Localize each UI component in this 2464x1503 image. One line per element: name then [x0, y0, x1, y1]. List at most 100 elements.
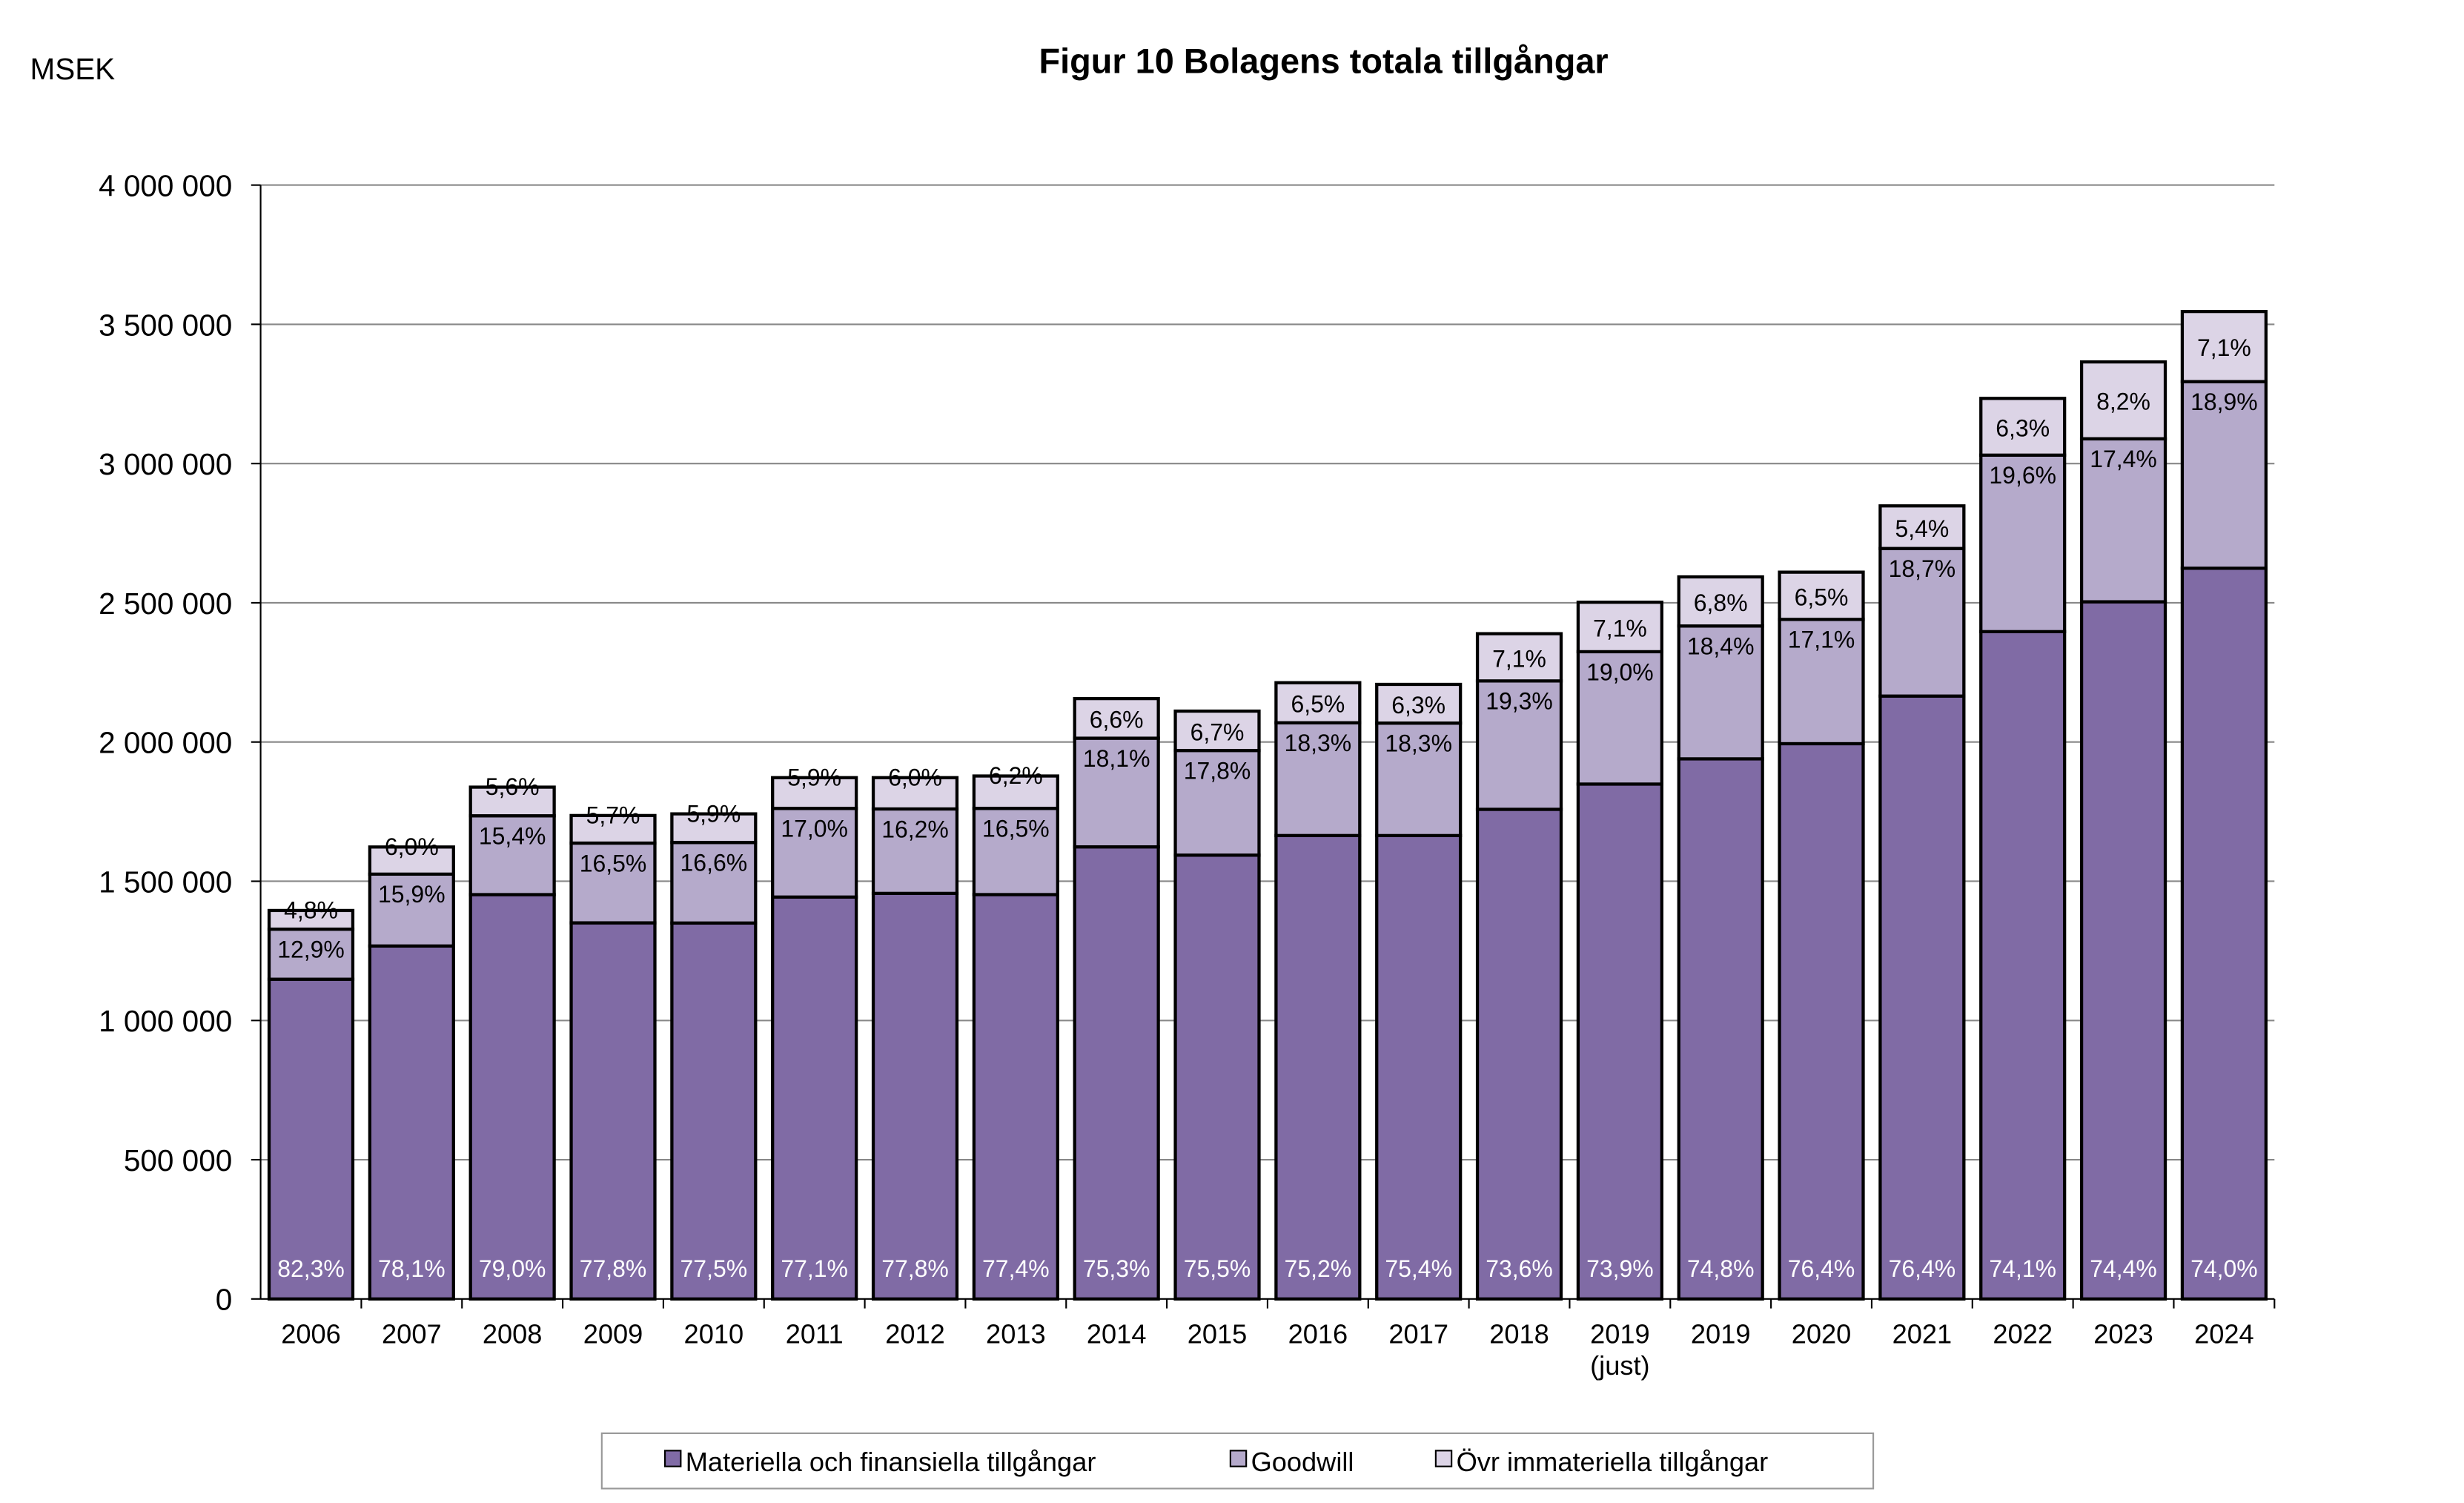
- bar-segment: [569, 921, 657, 1301]
- data-label: 6,3%: [1391, 692, 1445, 719]
- x-tick-label: 2007: [382, 1318, 442, 1349]
- data-label: 12,9%: [277, 936, 345, 962]
- data-label: 76,4%: [1889, 1255, 1956, 1282]
- data-label: 4,8%: [284, 897, 338, 924]
- bar-segment: [2079, 360, 2167, 440]
- x-tick-label: 2020: [1792, 1318, 1852, 1349]
- y-tick-label: 3 000 000: [99, 447, 232, 481]
- bar-stack: 75,3% 18,1% 6,6%: [1073, 696, 1160, 1301]
- x-tick-label: (just): [1590, 1350, 1649, 1381]
- data-label: 16,5%: [982, 816, 1050, 842]
- bar-segment: [1475, 632, 1563, 683]
- bar-stack: 74,8% 18,4% 6,8%: [1677, 575, 1764, 1301]
- y-tick-label: 2 500 000: [99, 587, 232, 621]
- x-tick-label: 2023: [2093, 1318, 2153, 1349]
- data-label: 78,1%: [378, 1255, 446, 1282]
- bar-stack: 79,0% 15,4% 5,6%: [468, 773, 556, 1301]
- data-label: 75,3%: [1083, 1255, 1150, 1282]
- data-label: 15,4%: [479, 823, 546, 850]
- bar-stack: 77,8% 16,2% 6,0%: [871, 764, 959, 1301]
- data-label: 79,0%: [479, 1255, 546, 1282]
- x-tick-label: 2019: [1691, 1318, 1751, 1349]
- bar-segment: [1576, 782, 1663, 1301]
- data-label: 8,2%: [2096, 389, 2150, 415]
- legend-label: Goodwill: [1251, 1447, 1354, 1477]
- data-label: 18,3%: [1385, 730, 1452, 757]
- data-label: 17,4%: [2090, 446, 2157, 472]
- x-tick-label: 2024: [2194, 1318, 2254, 1349]
- bar-segment: [972, 774, 1059, 810]
- legend-swatch: [1229, 1450, 1248, 1467]
- data-label: 18,3%: [1285, 730, 1352, 756]
- data-label: 75,2%: [1285, 1255, 1352, 1282]
- x-tick-label: 2011: [786, 1318, 844, 1349]
- data-label: 6,0%: [888, 764, 942, 790]
- data-label: 6,5%: [1291, 691, 1345, 718]
- data-label: 6,2%: [989, 762, 1043, 789]
- legend-swatch: [663, 1450, 682, 1467]
- bar-segment: [1375, 833, 1463, 1301]
- bar-stack: 77,4% 16,5% 6,2%: [972, 762, 1059, 1301]
- bar-stack: 74,1% 19,6% 6,3%: [1979, 397, 2067, 1301]
- bar-segment: [368, 944, 455, 1301]
- x-tick-label: 2012: [885, 1318, 945, 1349]
- bar-segment: [1677, 575, 1764, 628]
- bar-segment: [1173, 709, 1261, 753]
- data-label: 7,1%: [1492, 645, 1546, 672]
- bar-segment: [1878, 546, 1966, 698]
- data-label: 6,7%: [1190, 719, 1245, 745]
- x-tick-label: 2017: [1388, 1318, 1448, 1349]
- bar-segment: [468, 814, 556, 896]
- bar-segment: [1778, 570, 1865, 621]
- bar-segment: [468, 785, 556, 818]
- bar-stack: 73,9% 19,0% 7,1%: [1576, 601, 1663, 1301]
- legend: Materiella och finansiella tillgångar Goo…: [600, 1432, 1875, 1490]
- bar-segment: [1576, 601, 1663, 654]
- bar-segment: [2180, 566, 2268, 1301]
- bar-segment: [1375, 721, 1463, 838]
- bar-stack: 77,8% 16,5% 5,7%: [569, 802, 657, 1301]
- data-label: 74,8%: [1687, 1255, 1755, 1282]
- bar-segment: [670, 812, 758, 845]
- y-tick-label: 500 000: [124, 1143, 232, 1177]
- data-label: 18,4%: [1687, 633, 1755, 660]
- bar-segment: [771, 776, 858, 810]
- bar-stack: 74,4% 17,4% 8,2%: [2079, 360, 2167, 1301]
- bar-segment: [972, 893, 1059, 1301]
- data-label: 6,5%: [1795, 584, 1849, 610]
- data-label: 5,7%: [586, 802, 640, 829]
- x-tick-label: 2019: [1590, 1318, 1650, 1349]
- x-tick-label: 2008: [483, 1318, 543, 1349]
- x-tick-label: 2006: [281, 1318, 341, 1349]
- data-label: 6,8%: [1694, 589, 1748, 616]
- data-label: 5,9%: [787, 764, 841, 790]
- y-tick-label: 4 000 000: [99, 169, 232, 203]
- bar-stack: 74,0% 18,9% 7,1%: [2180, 309, 2268, 1301]
- y-tick-label: 2 000 000: [99, 726, 232, 760]
- bar-segment: [468, 893, 556, 1301]
- data-label: 73,6%: [1486, 1255, 1553, 1282]
- data-label: 17,8%: [1184, 757, 1251, 784]
- data-label: 77,1%: [781, 1255, 848, 1282]
- bar-segment: [267, 908, 355, 931]
- y-tick-label: 3 500 000: [99, 308, 232, 342]
- data-label: 7,1%: [2197, 334, 2251, 361]
- data-label: 16,6%: [680, 850, 748, 876]
- bar-stack: 75,4% 18,3% 6,3%: [1375, 682, 1463, 1301]
- bar-segment: [1979, 630, 2067, 1301]
- bar-segment: [569, 813, 657, 845]
- data-label: 74,4%: [2090, 1255, 2157, 1282]
- bar-stack: 78,1% 15,9% 6,0%: [368, 833, 455, 1301]
- bar-stack: 76,4% 18,7% 5,4%: [1878, 504, 1966, 1301]
- data-label: 16,2%: [881, 816, 949, 842]
- data-label: 82,3%: [277, 1255, 345, 1282]
- x-tick-label: 2018: [1489, 1318, 1549, 1349]
- bar-segment: [1274, 833, 1362, 1301]
- data-label: 75,5%: [1184, 1255, 1251, 1282]
- data-label: 19,6%: [1989, 462, 2056, 489]
- bar-segment: [1576, 650, 1663, 786]
- data-label: 77,8%: [881, 1255, 949, 1282]
- x-tick-label: 2014: [1087, 1318, 1147, 1349]
- bar-segment: [670, 921, 758, 1301]
